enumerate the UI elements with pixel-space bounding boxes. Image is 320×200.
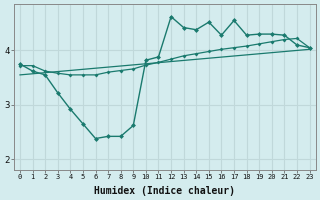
X-axis label: Humidex (Indice chaleur): Humidex (Indice chaleur) (94, 186, 235, 196)
